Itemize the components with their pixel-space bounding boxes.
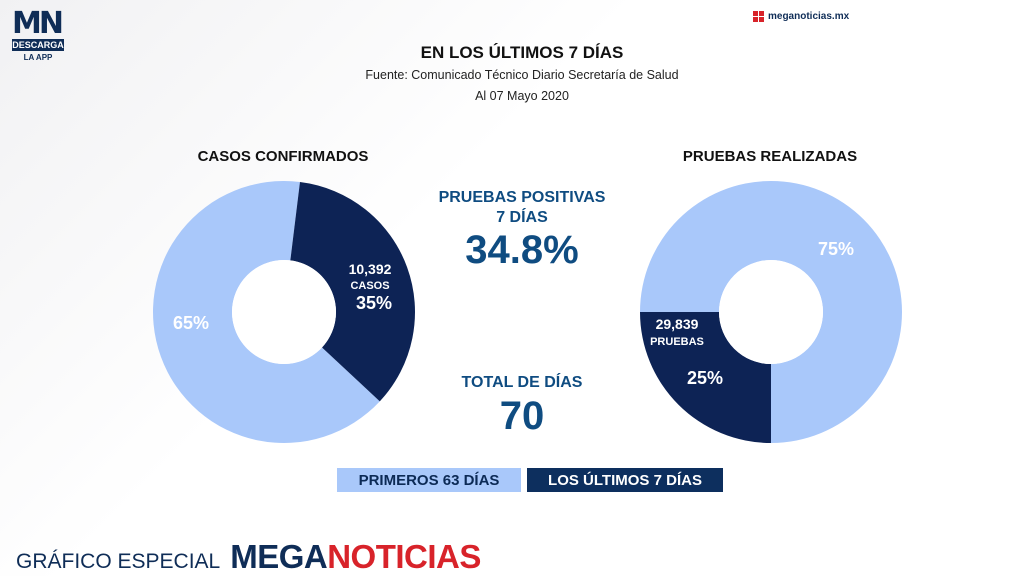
- casos-heading: CASOS CONFIRMADOS: [197, 148, 369, 165]
- mn-logo: MN DESCARGA LA APP: [12, 6, 66, 62]
- pie-percent-label: 75%: [818, 239, 854, 259]
- mn-logo-mark: MN: [12, 6, 64, 41]
- positivas-label-line2: 7 DÍAS: [496, 209, 548, 226]
- pie-slice-ultimos-7-dias: [290, 181, 415, 402]
- chart-title: EN LOS ÚLTIMOS 7 DÍAS: [420, 43, 624, 62]
- pie-count-label: 10,392: [349, 261, 392, 277]
- total-dias-label: TOTAL DE DÍAS: [461, 374, 583, 391]
- casos-donut-chart: 65% 35% 10,392 CASOS: [153, 180, 415, 443]
- pie-percent-label: 35%: [356, 293, 392, 313]
- site-branding: meganoticias.mx: [753, 11, 849, 22]
- donut-hole: [232, 260, 336, 364]
- pie-percent-label: 25%: [687, 368, 723, 388]
- meganoticias-wordmark: MEGANOTICIAS: [230, 538, 481, 575]
- site-name: meganoticias.mx: [768, 11, 850, 22]
- pie-unit-label: PRUEBAS: [650, 336, 704, 348]
- pruebas-donut-chart: 75% 25% 29,839 PRUEBAS: [640, 181, 902, 443]
- pie-count-label: 29,839: [656, 316, 699, 332]
- pie-slice-primeros-63-dias: [640, 181, 902, 443]
- grafico-especial-label: GRÁFICO ESPECIAL: [16, 550, 221, 573]
- footer-branding: GRÁFICO ESPECIAL MEGANOTICIAS: [16, 538, 481, 576]
- pie-percent-label: 65%: [173, 313, 209, 333]
- pruebas-heading: PRUEBAS REALIZADAS: [682, 148, 858, 165]
- donut-hole: [719, 260, 823, 364]
- positivas-label: PRUEBAS POSITIVAS 7 DÍAS: [420, 188, 624, 228]
- pie-unit-label: CASOS: [350, 280, 389, 292]
- positivas-label-line1: PRUEBAS POSITIVAS: [438, 189, 606, 206]
- descarga-label: DESCARGA: [12, 39, 64, 51]
- meganoticias-icon: [753, 11, 764, 22]
- chart-date: Al 07 Mayo 2020: [475, 89, 569, 103]
- total-dias-value: 70: [499, 394, 545, 438]
- pie-slice-ultimos-7-dias: [640, 312, 771, 443]
- legend-primeros-63-dias: PRIMEROS 63 DÍAS: [337, 468, 521, 492]
- chart-source: Fuente: Comunicado Técnico Diario Secret…: [365, 68, 679, 82]
- legend-ultimos-7-dias: LOS ÚLTIMOS 7 DÍAS: [527, 468, 723, 492]
- la-app-label: LA APP: [23, 53, 53, 62]
- positivas-value: 34.8%: [465, 228, 579, 272]
- pie-slice-primeros-63-dias: [153, 180, 380, 443]
